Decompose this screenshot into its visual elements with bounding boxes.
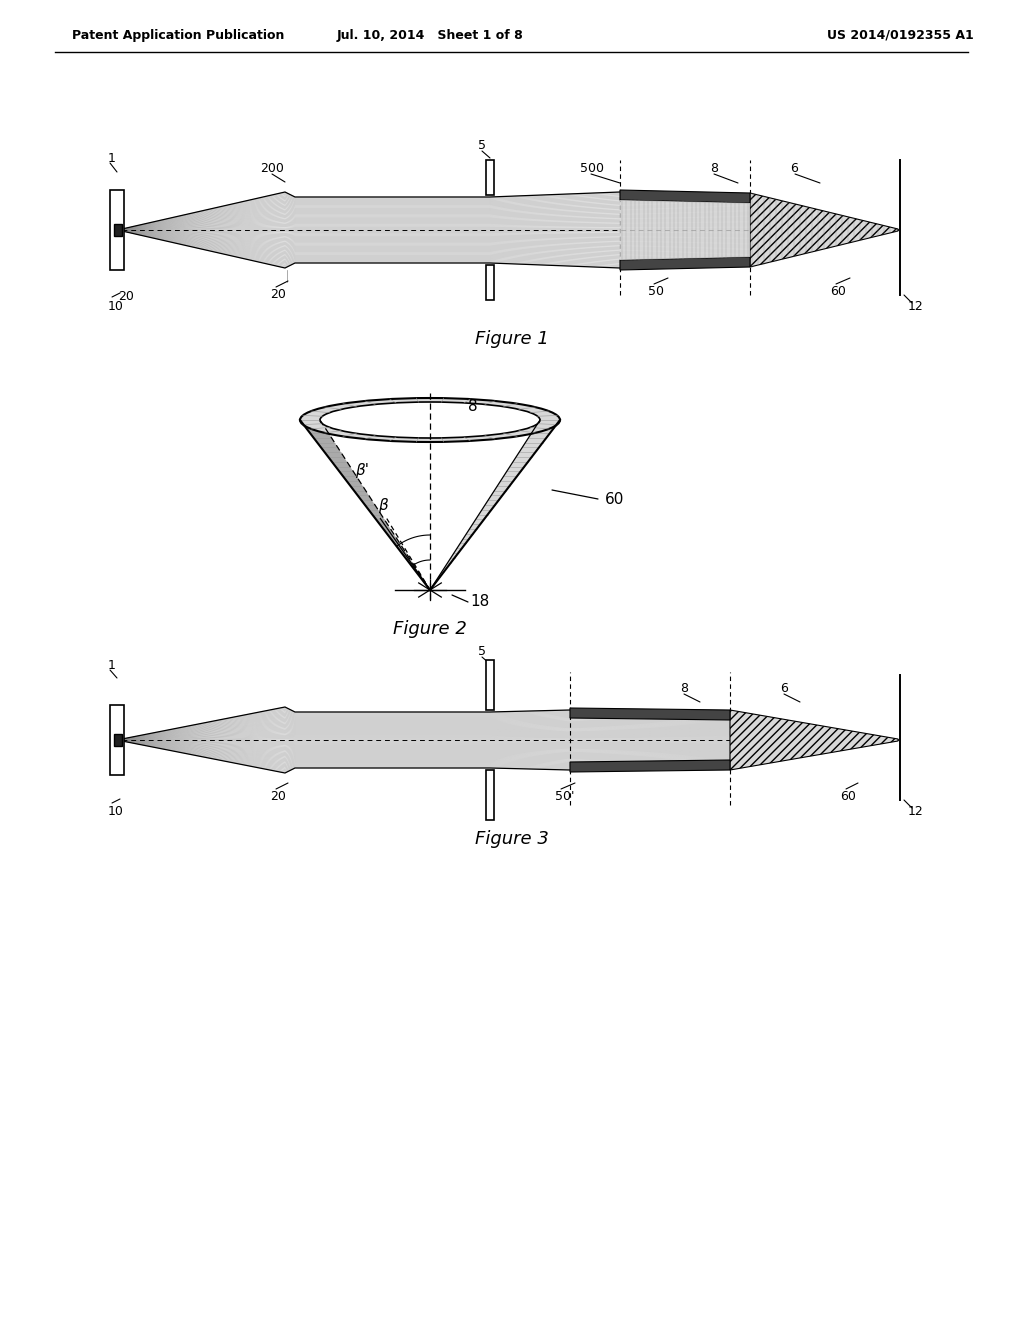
Text: US 2014/0192355 A1: US 2014/0192355 A1: [826, 29, 974, 41]
Polygon shape: [570, 708, 730, 719]
Text: 20: 20: [270, 789, 286, 803]
Text: Figure 3: Figure 3: [475, 830, 549, 847]
Text: 200: 200: [260, 162, 284, 176]
Polygon shape: [620, 201, 750, 260]
Bar: [114, 734, 122, 746]
Text: 8: 8: [710, 162, 718, 176]
Ellipse shape: [300, 399, 560, 442]
Text: 5: 5: [478, 645, 486, 657]
Bar: [110, 705, 124, 775]
Text: 8: 8: [680, 682, 688, 696]
Text: 50: 50: [648, 285, 664, 298]
Text: β': β': [355, 463, 369, 478]
Bar: [486, 660, 494, 710]
Text: Patent Application Publication: Patent Application Publication: [72, 29, 285, 41]
Text: 1: 1: [108, 152, 116, 165]
Text: Jul. 10, 2014   Sheet 1 of 8: Jul. 10, 2014 Sheet 1 of 8: [337, 29, 523, 41]
Text: 50': 50': [555, 789, 574, 803]
Bar: [486, 160, 494, 195]
Bar: [114, 224, 122, 236]
Text: 60: 60: [840, 789, 856, 803]
Polygon shape: [570, 760, 730, 772]
Bar: [486, 770, 494, 820]
Text: 8: 8: [468, 399, 477, 414]
Text: Figure 1: Figure 1: [475, 330, 549, 348]
Polygon shape: [750, 193, 898, 267]
Polygon shape: [730, 710, 898, 770]
Polygon shape: [122, 708, 898, 774]
Text: 60: 60: [605, 492, 625, 507]
Polygon shape: [300, 420, 430, 590]
Text: β: β: [378, 498, 388, 513]
Text: 20: 20: [118, 290, 134, 304]
Text: 6: 6: [780, 682, 787, 696]
Bar: [110, 190, 124, 271]
Text: 1: 1: [108, 659, 116, 672]
Text: 20: 20: [270, 288, 286, 301]
Text: 500: 500: [580, 162, 604, 176]
Text: Figure 2: Figure 2: [393, 620, 467, 638]
Text: 10: 10: [108, 805, 124, 818]
Polygon shape: [620, 190, 750, 203]
Polygon shape: [430, 420, 560, 590]
Text: 60: 60: [830, 285, 846, 298]
Text: 6: 6: [790, 162, 798, 176]
Text: 10: 10: [108, 300, 124, 313]
Polygon shape: [620, 257, 750, 271]
Text: 12: 12: [908, 805, 924, 818]
Text: 18: 18: [470, 594, 489, 610]
Ellipse shape: [319, 403, 540, 438]
Polygon shape: [122, 191, 898, 268]
Text: 12: 12: [908, 300, 924, 313]
Bar: [486, 265, 494, 300]
Text: 5: 5: [478, 139, 486, 152]
